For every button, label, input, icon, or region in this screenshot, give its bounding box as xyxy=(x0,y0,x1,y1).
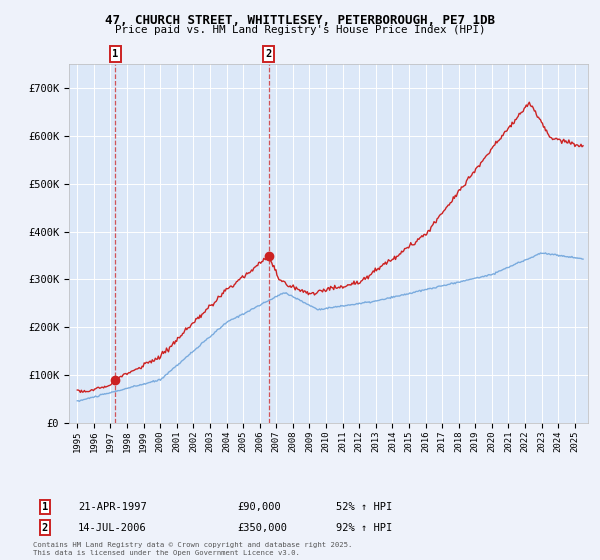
Text: £350,000: £350,000 xyxy=(237,522,287,533)
Text: 92% ↑ HPI: 92% ↑ HPI xyxy=(336,522,392,533)
Text: 2: 2 xyxy=(42,522,48,533)
Text: 1: 1 xyxy=(112,49,119,59)
Text: This data is licensed under the Open Government Licence v3.0.: This data is licensed under the Open Gov… xyxy=(33,549,300,556)
Text: 1: 1 xyxy=(42,502,48,512)
Text: Price paid vs. HM Land Registry's House Price Index (HPI): Price paid vs. HM Land Registry's House … xyxy=(115,25,485,35)
Text: £90,000: £90,000 xyxy=(237,502,281,512)
Text: 21-APR-1997: 21-APR-1997 xyxy=(78,502,147,512)
Text: 47, CHURCH STREET, WHITTLESEY, PETERBOROUGH, PE7 1DB: 47, CHURCH STREET, WHITTLESEY, PETERBORO… xyxy=(105,14,495,27)
Text: 52% ↑ HPI: 52% ↑ HPI xyxy=(336,502,392,512)
Text: 2: 2 xyxy=(266,49,272,59)
Text: 14-JUL-2006: 14-JUL-2006 xyxy=(78,522,147,533)
Text: Contains HM Land Registry data © Crown copyright and database right 2025.: Contains HM Land Registry data © Crown c… xyxy=(33,542,352,548)
